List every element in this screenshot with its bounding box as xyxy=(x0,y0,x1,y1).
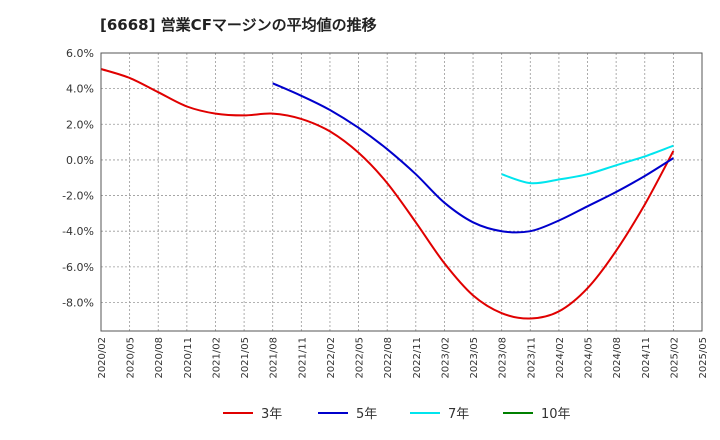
grid xyxy=(100,52,703,331)
x-tick-label: 2025/02 xyxy=(669,337,680,379)
x-tick-label: 2022/08 xyxy=(383,337,394,379)
y-tick-label: 4.0% xyxy=(66,83,94,96)
x-tick-label: 2021/02 xyxy=(211,337,222,379)
y-tick-label: 6.0% xyxy=(66,47,94,60)
chart-title: [6668] 営業CFマージンの平均値の推移 xyxy=(100,16,377,34)
x-tick-label: 2022/05 xyxy=(355,337,366,379)
y-tick-label: -8.0% xyxy=(62,296,94,309)
x-tick-label: 2023/02 xyxy=(440,337,451,379)
legend-label: 5年 xyxy=(356,407,377,422)
y-axis: 6.0% 4.0% 2.0% 0.0% -2.0% -4.0% -6.0% -8.0% xyxy=(62,47,94,309)
legend-label: 10年 xyxy=(541,407,571,422)
y-tick-label: -6.0% xyxy=(62,261,94,274)
x-tick-label: 2025/05 xyxy=(698,337,709,379)
series-line-7年 xyxy=(501,144,674,185)
y-tick-label: 0.0% xyxy=(66,154,94,167)
x-tick-label: 2024/02 xyxy=(555,337,566,379)
plot-frame xyxy=(100,52,703,332)
series-lines xyxy=(100,68,675,320)
series-line-3年 xyxy=(100,68,675,320)
x-tick-label: 2024/11 xyxy=(641,337,652,379)
y-tick-label: -2.0% xyxy=(62,190,94,203)
x-tick-label: 2022/02 xyxy=(326,337,337,379)
x-tick-label: 2020/02 xyxy=(97,337,108,379)
legend: 3年 5年 7年 10年 xyxy=(223,407,571,422)
x-tick-label: 2020/05 xyxy=(126,337,137,379)
x-tick-label: 2023/05 xyxy=(469,337,480,379)
legend-label: 7年 xyxy=(448,407,469,422)
x-axis: 2020/02 2020/05 2020/08 2020/11 2021/02 2021/… xyxy=(97,337,709,379)
x-tick-label: 2021/05 xyxy=(240,337,251,379)
x-tick-label: 2021/11 xyxy=(297,337,308,379)
x-tick-label: 2024/08 xyxy=(612,337,623,379)
x-tick-label: 2023/08 xyxy=(498,337,509,379)
y-tick-label: 2.0% xyxy=(66,118,94,131)
y-tick-label: -4.0% xyxy=(62,225,94,238)
x-tick-label: 2023/11 xyxy=(526,337,537,379)
x-tick-label: 2021/08 xyxy=(269,337,280,379)
x-tick-label: 2022/11 xyxy=(412,337,423,379)
x-tick-label: 2024/05 xyxy=(584,337,595,379)
x-tick-label: 2020/11 xyxy=(183,337,194,379)
x-tick-label: 2020/08 xyxy=(154,337,165,379)
series-line-5年 xyxy=(272,82,674,234)
legend-label: 3年 xyxy=(261,407,282,422)
